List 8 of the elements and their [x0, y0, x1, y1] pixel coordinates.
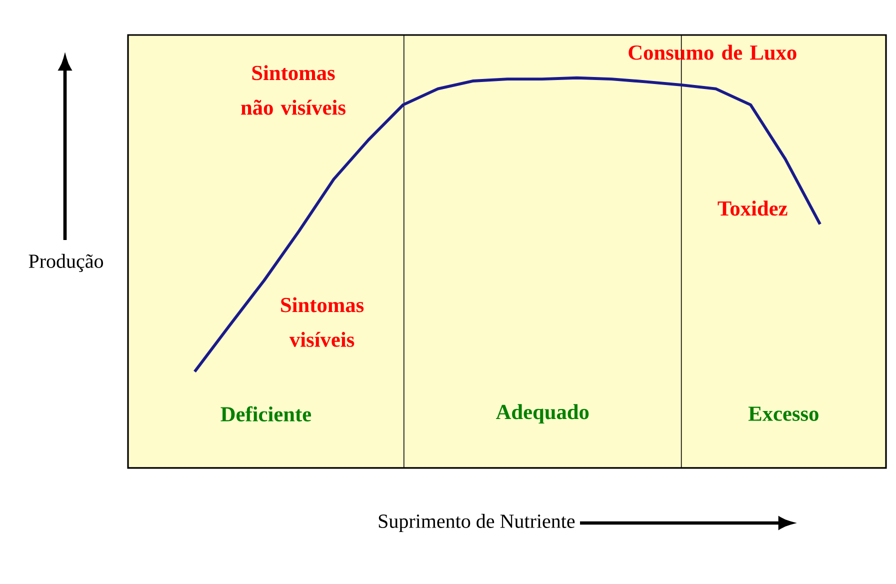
annotation: Adequado: [496, 404, 589, 424]
x-axis-title: Suprimento de Nutriente: [378, 514, 575, 532]
annotation: Excesso: [748, 406, 818, 421]
annotation: Sintomas visíveis: [281, 297, 364, 347]
annotation: Toxidez: [718, 200, 788, 216]
annotation: Deficiente: [220, 406, 312, 422]
y-axis-title: Produção: [28, 254, 104, 272]
annotation: Sintomas não visíveis: [241, 65, 346, 115]
